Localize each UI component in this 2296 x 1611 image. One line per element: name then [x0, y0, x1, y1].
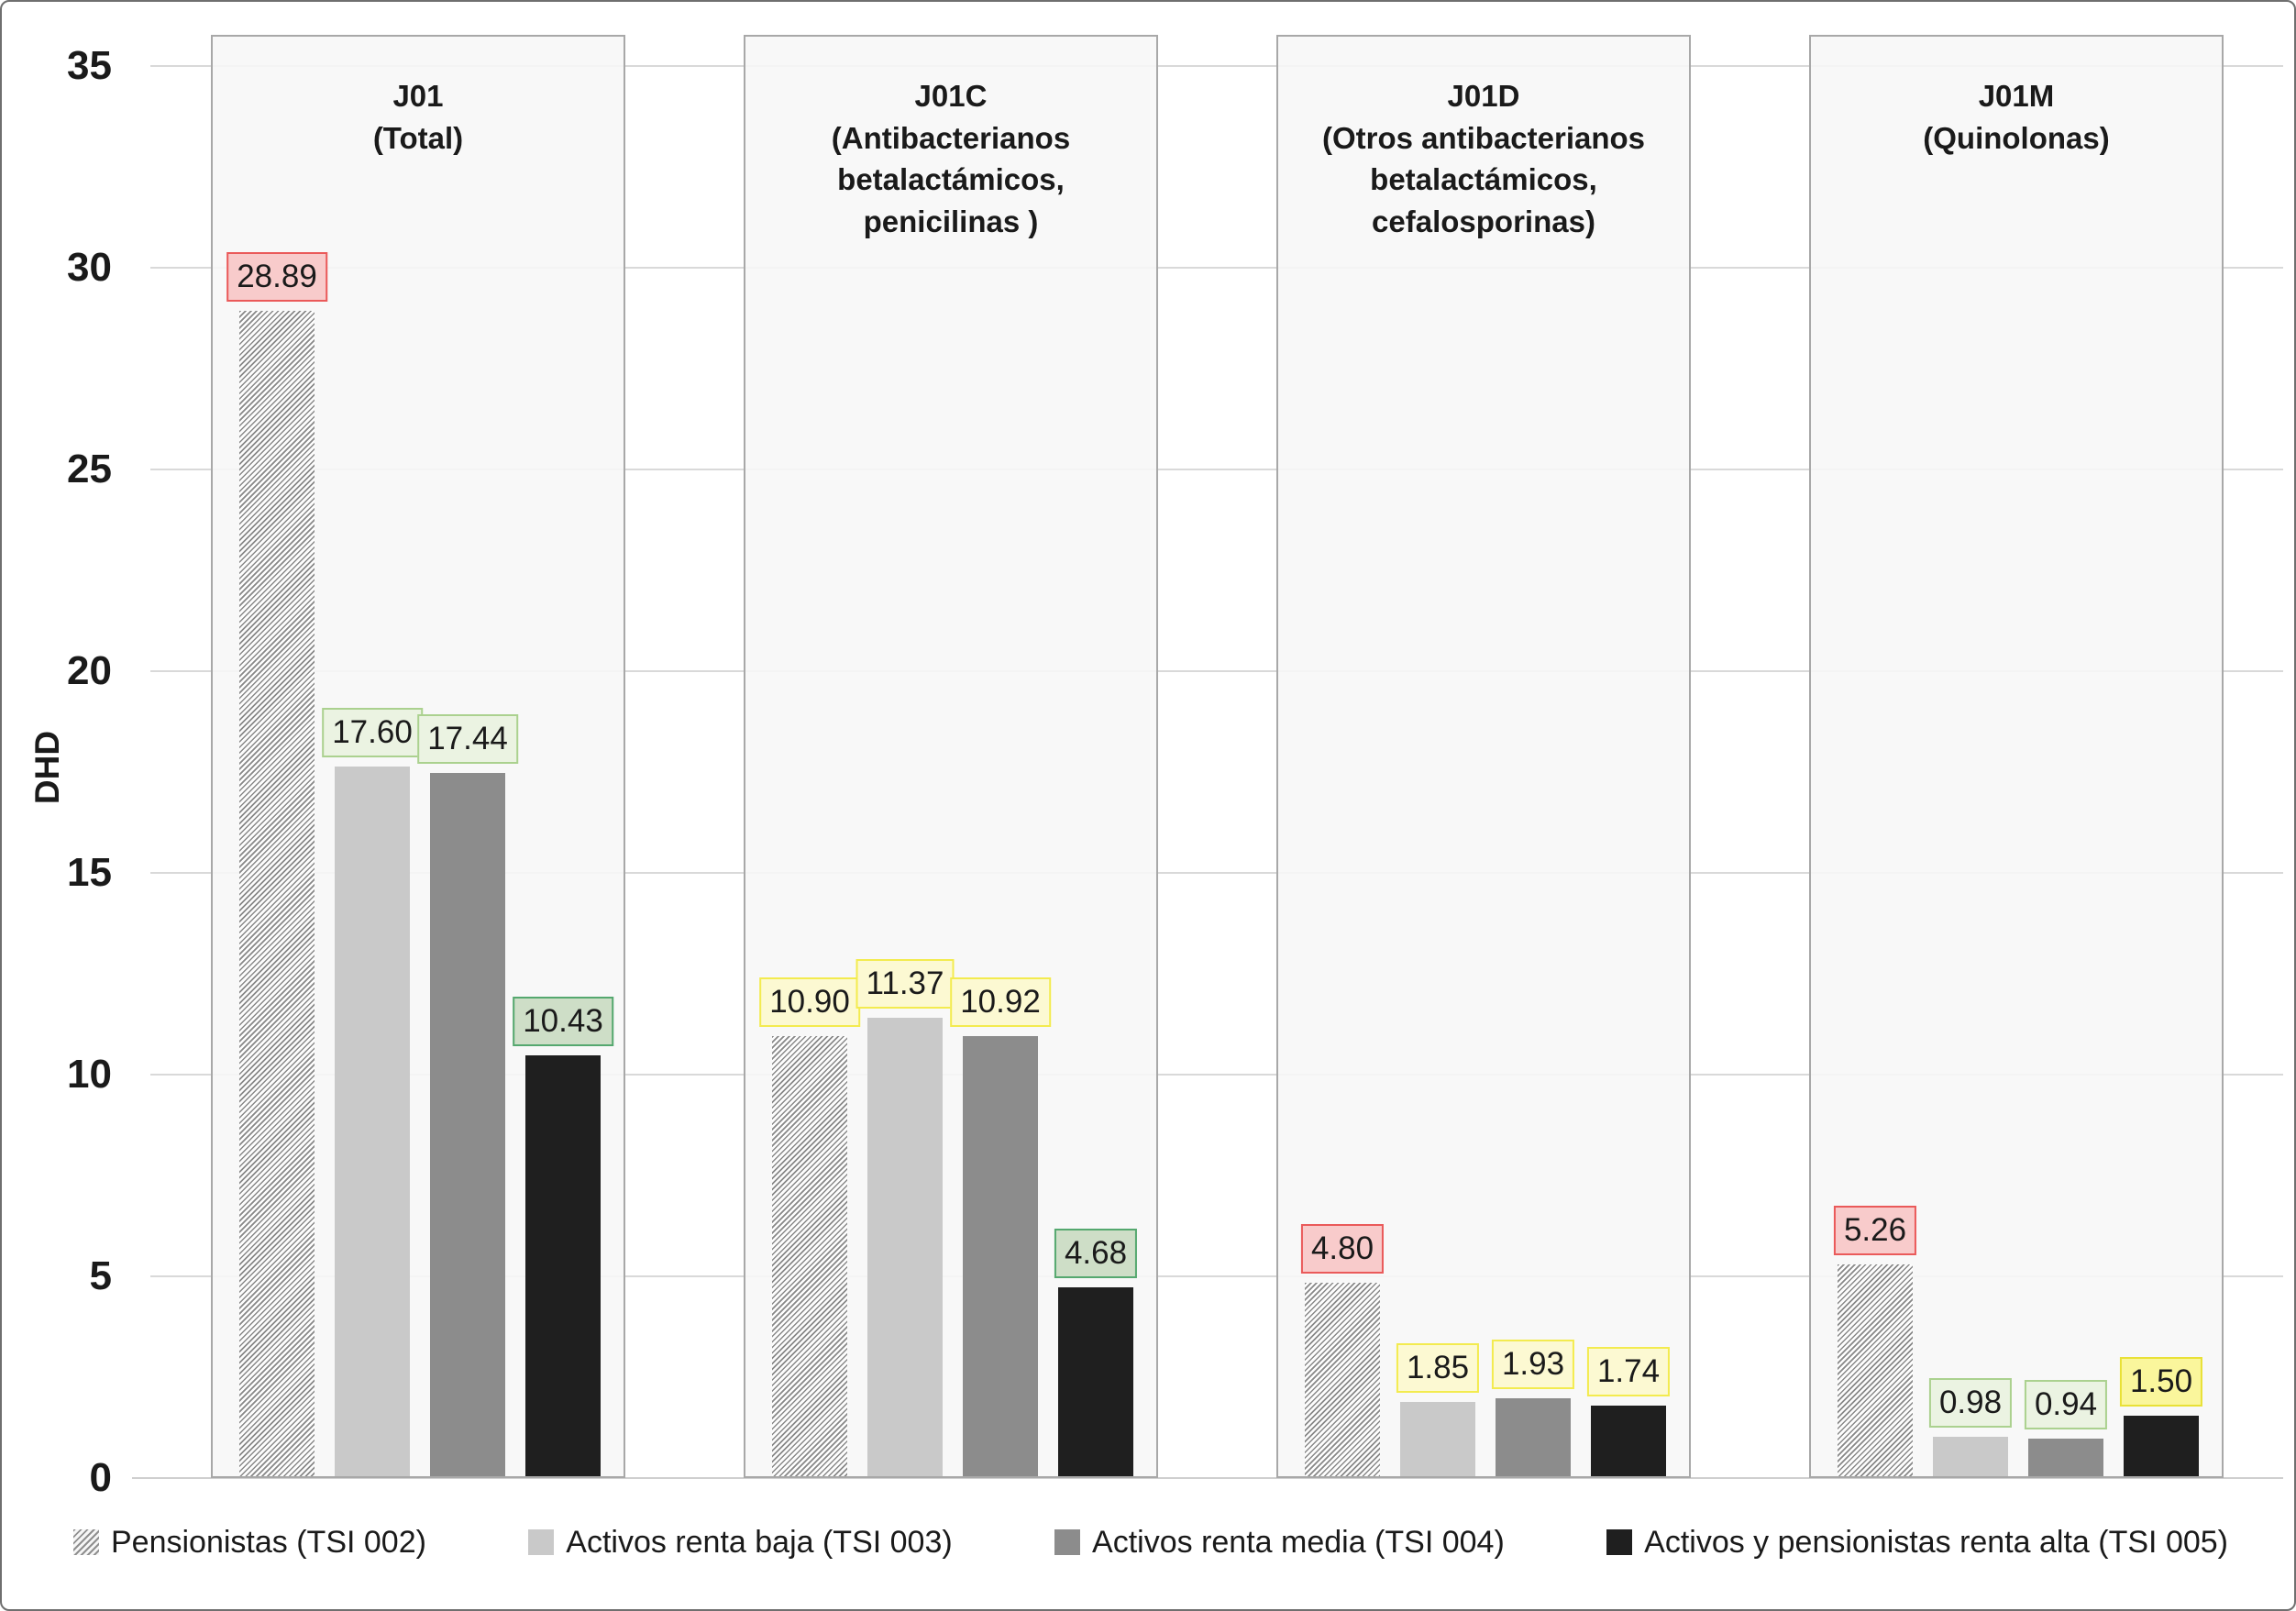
bar-J01D-s2	[1496, 1398, 1571, 1476]
value-label-J01-s1: 17.60	[322, 708, 423, 757]
y-tick-label-30: 30	[67, 245, 112, 290]
bar-J01C-s0	[772, 1036, 847, 1476]
value-label-J01C-s3: 4.68	[1054, 1229, 1138, 1278]
panel-J01C: J01C (Antibacterianos betalactámicos, pen…	[744, 35, 1158, 1478]
value-label-J01C-s1: 11.37	[855, 959, 955, 1009]
bar-J01D-s0	[1305, 1283, 1380, 1476]
panel-title-J01D: J01D (Otros antibacterianos betalactámico…	[1303, 75, 1664, 242]
gridline-25	[150, 469, 2283, 470]
value-label-J01C-s2: 10.92	[950, 977, 1051, 1027]
value-label-J01D-s2: 1.93	[1491, 1340, 1575, 1389]
bar-J01M-s3	[2124, 1416, 2199, 1476]
panel-title-code: J01	[392, 79, 444, 113]
bar-J01C-s2	[963, 1036, 1038, 1476]
bar-J01-s0	[239, 311, 315, 1476]
value-label-J01C-s0: 10.90	[759, 977, 860, 1027]
gridline-10	[150, 1074, 2283, 1076]
y-tick-label-5: 5	[89, 1253, 112, 1298]
panel-title-code: J01D	[1447, 79, 1520, 113]
panel-J01D: J01D (Otros antibacterianos betalactámico…	[1276, 35, 1691, 1478]
y-tick-label-20: 20	[67, 648, 112, 693]
gridline-15	[150, 872, 2283, 874]
legend-swatch-1	[528, 1529, 555, 1555]
gridline-20	[150, 670, 2283, 672]
panel-title-subtitle: (Antibacterianos betalactámicos, penicil…	[831, 120, 1071, 238]
bar-J01D-s3	[1591, 1406, 1666, 1476]
gridline-35	[150, 65, 2283, 67]
legend: Pensionistas (TSI 002) Activos renta baja…	[2, 1507, 2294, 1577]
legend-swatch-3	[1606, 1529, 1633, 1555]
legend-label-3: Activos y pensionistas renta alta (TSI 0…	[1644, 1524, 2228, 1560]
bar-J01-s3	[525, 1055, 601, 1476]
bar-J01M-s1	[1933, 1437, 2008, 1476]
panel-title-subtitle: (Total)	[372, 120, 464, 155]
value-label-J01M-s0: 5.26	[1833, 1206, 1917, 1255]
legend-label-1: Activos renta baja (TSI 003)	[566, 1524, 953, 1560]
value-label-J01-s3: 10.43	[513, 997, 613, 1046]
y-tick-label-15: 15	[67, 850, 112, 895]
value-label-J01D-s1: 1.85	[1396, 1343, 1480, 1393]
y-tick-label-25: 25	[67, 447, 112, 491]
legend-label-0: Pensionistas (TSI 002)	[111, 1524, 426, 1560]
panel-title-code: J01C	[914, 79, 988, 113]
panel-title-J01: J01 (Total)	[237, 75, 599, 159]
gridline-30	[150, 267, 2283, 269]
value-label-J01D-s3: 1.74	[1586, 1347, 1671, 1396]
bar-J01-s1	[335, 767, 410, 1476]
legend-label-2: Activos renta media (TSI 004)	[1092, 1524, 1505, 1560]
y-tick-label-35: 35	[67, 43, 112, 88]
bar-J01M-s2	[2028, 1439, 2103, 1476]
legend-swatch-2	[1054, 1529, 1081, 1555]
gridline-5	[150, 1275, 2283, 1277]
bar-J01C-s3	[1058, 1287, 1133, 1476]
legend-swatch-0	[73, 1529, 99, 1555]
legend-item-3: Activos y pensionistas renta alta (TSI 0…	[1606, 1525, 2228, 1561]
legend-item-1: Activos renta baja (TSI 003)	[528, 1524, 953, 1561]
value-label-J01-s2: 17.44	[417, 714, 518, 764]
value-label-J01-s0: 28.89	[226, 252, 327, 302]
bar-J01C-s1	[867, 1018, 943, 1476]
panel-title-J01C: J01C (Antibacterianos betalactámicos, pen…	[770, 75, 1131, 242]
y-tick-label-0: 0	[89, 1455, 112, 1500]
legend-item-2: Activos renta media (TSI 004)	[1054, 1525, 1505, 1561]
value-label-J01D-s0: 4.80	[1300, 1224, 1385, 1274]
panel-J01: J01 (Total) 28.89 17.60 17.44 10.43	[211, 35, 625, 1478]
panel-title-subtitle: (Otros antibacterianos betalactámicos, c…	[1321, 120, 1646, 238]
y-tick-label-10: 10	[67, 1052, 112, 1097]
panel-title-subtitle: (Quinolonas)	[1923, 120, 2110, 155]
panel-title-J01M: J01M (Quinolonas)	[1836, 75, 2197, 159]
value-label-J01M-s3: 1.50	[2119, 1357, 2203, 1407]
x-axis-line	[132, 1477, 2283, 1479]
value-label-J01M-s2: 0.94	[2024, 1380, 2108, 1429]
bar-J01-s2	[430, 773, 505, 1476]
bar-J01M-s0	[1838, 1264, 1913, 1476]
panel-J01M: J01M (Quinolonas) 5.26 0.98 0.94 1.50	[1809, 35, 2224, 1478]
panel-title-code: J01M	[1978, 79, 2055, 113]
value-label-J01M-s1: 0.98	[1928, 1378, 2013, 1428]
y-axis-title: DHD	[28, 730, 66, 805]
bar-J01D-s1	[1400, 1402, 1475, 1476]
legend-item-0: Pensionistas (TSI 002)	[73, 1525, 426, 1561]
